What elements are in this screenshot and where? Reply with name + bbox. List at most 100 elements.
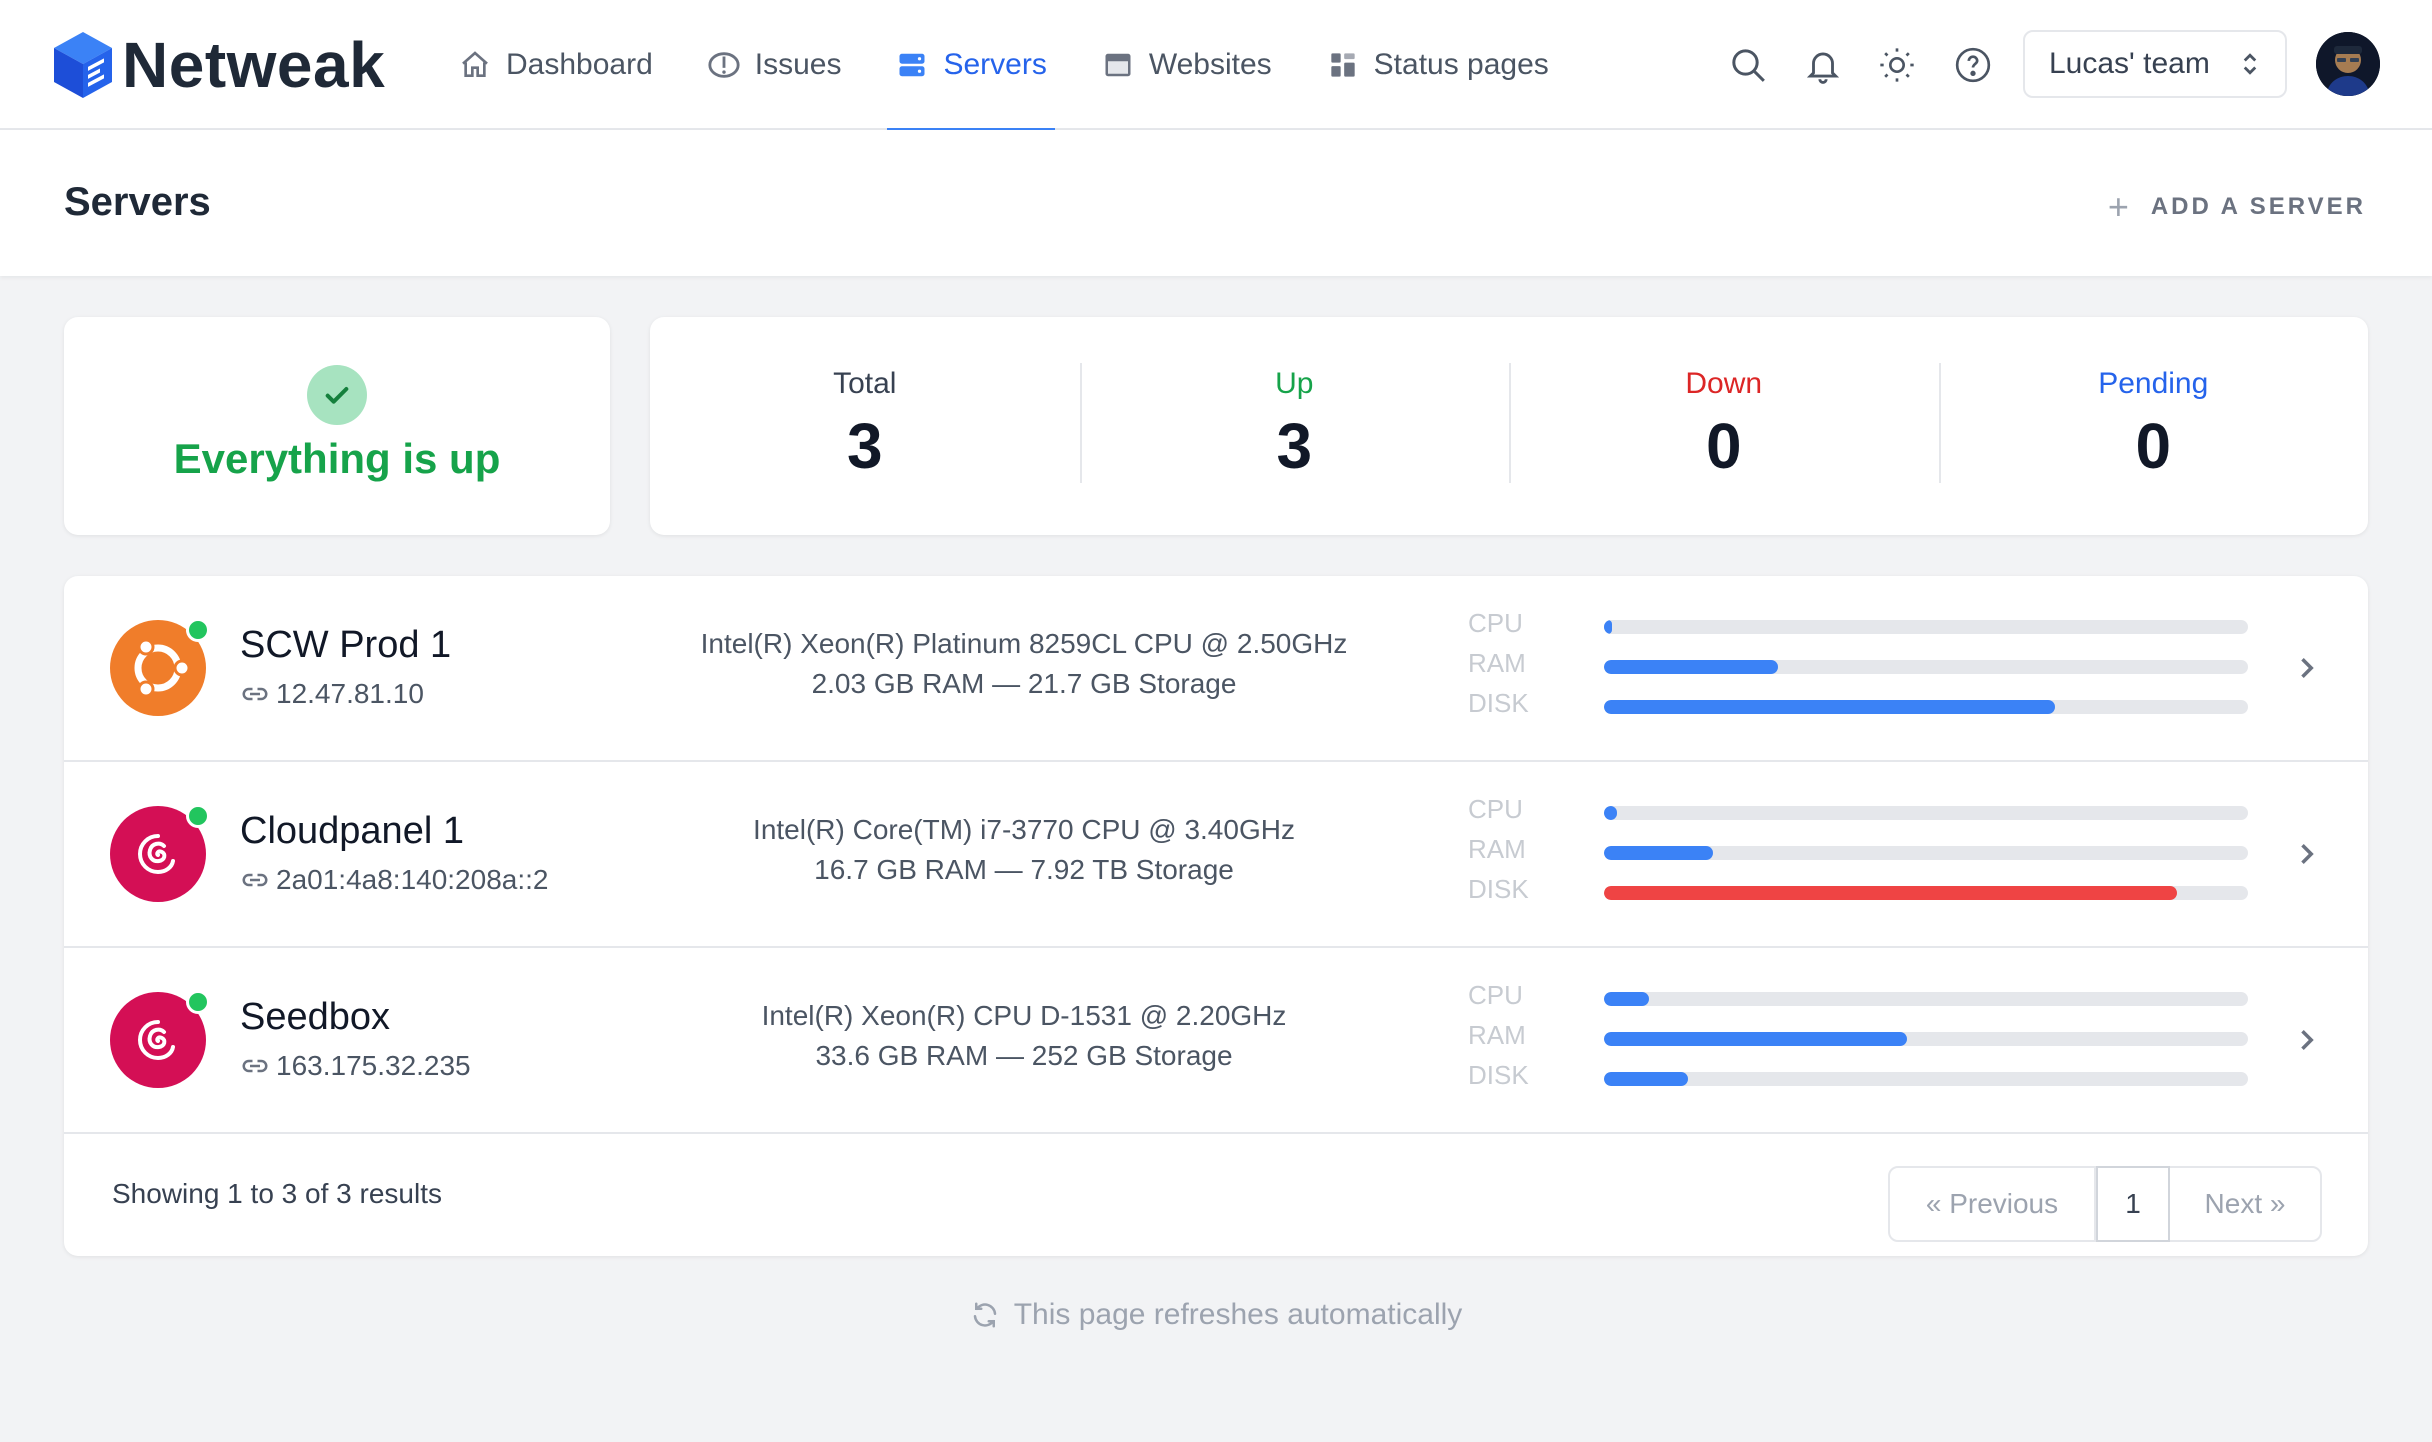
- auto-refresh-text: This page refreshes automatically: [1013, 1298, 1463, 1331]
- cpu-usage-bar: [1604, 992, 2248, 1006]
- avatar-image: [2316, 32, 2380, 96]
- overall-status-text: Everything is up: [173, 435, 501, 482]
- auto-refresh-note: This page refreshes automatically: [0, 1298, 2432, 1332]
- ram-label: RAM: [1468, 1020, 1526, 1050]
- disk-label: DISK: [1468, 688, 1529, 718]
- list-footer: Showing 1 to 3 of 3 results « Previous 1…: [64, 1134, 2368, 1256]
- server-ip: 2a01:4a8:140:208a::2: [240, 864, 548, 896]
- nav-status-pages-label: Status pages: [1373, 48, 1549, 81]
- server-stats-card: Total 3 Up 3 Down 0 Pending 0: [650, 317, 2368, 535]
- stat-down-label: Down: [1685, 367, 1763, 400]
- stat-pending-label: Pending: [2098, 367, 2209, 400]
- cpu-usage-fill: [1604, 806, 1617, 820]
- cpu-usage-bar: [1604, 806, 2248, 820]
- chevron-right-icon[interactable]: [2286, 1020, 2326, 1060]
- next-page-button[interactable]: Next »: [2204, 1188, 2286, 1219]
- nav-status-pages[interactable]: Status pages: [1318, 0, 1557, 130]
- disk-usage-bar: [1604, 700, 2248, 714]
- sun-icon: [1880, 48, 1914, 82]
- page-header: Servers + ADD A SERVER: [0, 130, 2432, 276]
- online-status-dot: [186, 990, 210, 1014]
- search-icon: [1732, 49, 1765, 82]
- top-navbar: Netweak Dashboard Issues Servers Website…: [0, 0, 2432, 132]
- server-ip-text: 2a01:4a8:140:208a::2: [276, 864, 549, 895]
- ram-usage-fill: [1604, 1032, 1907, 1046]
- link-icon: [242, 687, 268, 701]
- netweak-logo-icon: [54, 32, 112, 98]
- check-icon: [307, 365, 367, 425]
- server-ip: 163.175.32.235: [240, 1050, 471, 1082]
- stat-up-value: 3: [1276, 410, 1313, 482]
- server-ip-text: 163.175.32.235: [276, 1050, 471, 1081]
- online-status-dot: [186, 804, 210, 828]
- nav-websites-label: Websites: [1148, 48, 1272, 81]
- ram-usage-bar: [1604, 846, 2248, 860]
- team-name: Lucas' team: [2049, 47, 2210, 80]
- server-specs: 33.6 GB RAM — 252 GB Storage: [815, 1040, 1233, 1071]
- help-button[interactable]: [1948, 40, 1998, 90]
- results-summary: Showing 1 to 3 of 3 results: [112, 1178, 442, 1209]
- server-list: SCW Prod 1 12.47.81.10 Intel(R) Xeon(R) …: [64, 576, 2368, 1256]
- stat-down: Down 0: [1509, 317, 1939, 535]
- home-icon: [458, 48, 492, 82]
- nav-dashboard[interactable]: Dashboard: [450, 0, 661, 130]
- cpu-label: CPU: [1468, 794, 1523, 824]
- page-1-button[interactable]: 1: [2096, 1166, 2170, 1242]
- server-name: Cloudpanel 1: [240, 810, 464, 852]
- cpu-label: CPU: [1468, 980, 1523, 1010]
- nav-issues[interactable]: Issues: [699, 0, 850, 130]
- nav-servers[interactable]: Servers: [887, 0, 1056, 132]
- server-ip-text: 12.47.81.10: [276, 678, 424, 709]
- plus-icon: +: [2107, 186, 2129, 227]
- search-button[interactable]: [1723, 40, 1773, 90]
- stat-total-value: 3: [846, 410, 883, 482]
- add-server-button[interactable]: + ADD A SERVER: [2108, 186, 2366, 228]
- nav-websites[interactable]: Websites: [1093, 0, 1280, 130]
- disk-usage-fill: [1604, 1072, 1688, 1086]
- link-icon: [242, 873, 268, 887]
- server-row-scw-prod-1[interactable]: SCW Prod 1 12.47.81.10 Intel(R) Xeon(R) …: [64, 576, 2368, 762]
- refresh-icon: [973, 1302, 996, 1328]
- disk-label: DISK: [1468, 874, 1529, 904]
- ram-usage-fill: [1604, 660, 1778, 674]
- ubuntu-icon: [110, 620, 206, 716]
- main-nav: Dashboard Issues Servers Websites Status…: [450, 0, 1595, 132]
- previous-page-button[interactable]: « Previous: [1890, 1168, 2096, 1240]
- server-name: SCW Prod 1: [240, 624, 452, 666]
- nav-issues-label: Issues: [754, 48, 842, 81]
- server-cpu-model: Intel(R) Xeon(R) CPU D-1531 @ 2.20GHz: [761, 1000, 1287, 1031]
- stat-pending-value: 0: [2135, 410, 2172, 482]
- notifications-button[interactable]: [1798, 40, 1848, 90]
- overall-status-card: Everything is up: [64, 317, 610, 535]
- link-icon: [242, 1059, 268, 1073]
- cpu-usage-bar: [1604, 620, 2248, 634]
- server-specs: 16.7 GB RAM — 7.92 TB Storage: [814, 854, 1234, 885]
- theme-toggle[interactable]: [1872, 40, 1922, 90]
- online-status-dot: [186, 618, 210, 642]
- chevron-right-icon[interactable]: [2286, 834, 2326, 874]
- chevron-right-icon[interactable]: [2286, 648, 2326, 688]
- ram-label: RAM: [1468, 834, 1526, 864]
- stat-total-label: Total: [833, 367, 897, 400]
- app-name: Netweak: [122, 29, 386, 101]
- disk-usage-bar: [1604, 886, 2248, 900]
- team-selector[interactable]: Lucas' team: [2023, 30, 2287, 98]
- disk-usage-fill: [1604, 886, 2178, 900]
- stat-total: Total 3: [650, 317, 1080, 535]
- disk-usage-bar: [1604, 1072, 2248, 1086]
- server-row-seedbox[interactable]: Seedbox 163.175.32.235 Intel(R) Xeon(R) …: [64, 948, 2368, 1134]
- bell-icon: [1806, 52, 1840, 84]
- disk-usage-fill: [1604, 700, 2055, 714]
- server-ip: 12.47.81.10: [240, 678, 424, 710]
- disk-label: DISK: [1468, 1060, 1529, 1090]
- cpu-usage-fill: [1604, 620, 1612, 634]
- stat-down-value: 0: [1705, 410, 1742, 482]
- chevron-updown-icon: [2243, 53, 2257, 75]
- server-icon: [895, 48, 929, 82]
- ram-usage-fill: [1604, 846, 1714, 860]
- user-avatar[interactable]: [2316, 32, 2380, 96]
- cpu-usage-fill: [1604, 992, 1650, 1006]
- server-row-cloudpanel-1[interactable]: Cloudpanel 1 2a01:4a8:140:208a::2 Intel(…: [64, 762, 2368, 948]
- app-logo[interactable]: Netweak: [52, 29, 386, 101]
- stat-up: Up 3: [1079, 317, 1510, 535]
